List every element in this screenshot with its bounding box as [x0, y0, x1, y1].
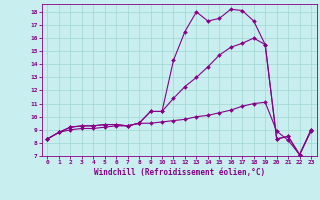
X-axis label: Windchill (Refroidissement éolien,°C): Windchill (Refroidissement éolien,°C)	[94, 168, 265, 177]
